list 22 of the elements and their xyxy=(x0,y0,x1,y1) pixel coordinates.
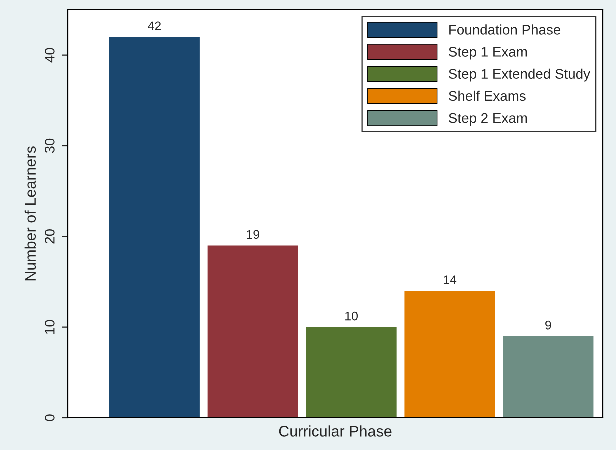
legend-label: Shelf Exams xyxy=(449,90,526,102)
y-tick-label: 30 xyxy=(45,138,55,154)
bar xyxy=(109,37,200,418)
legend-label: Step 1 Extended Study xyxy=(449,68,590,82)
y-tick-label: 20 xyxy=(45,229,55,244)
data-label: 19 xyxy=(247,230,260,240)
y-axis-title: Number of Learners xyxy=(24,146,36,281)
y-tick-label: 0 xyxy=(45,414,55,422)
data-label: 10 xyxy=(346,312,358,321)
data-label: 42 xyxy=(148,22,161,30)
y-tick-label: 40 xyxy=(45,48,55,63)
data-label: 9 xyxy=(546,320,552,330)
bar xyxy=(503,336,594,418)
data-label: 14 xyxy=(444,276,457,284)
bar xyxy=(306,327,397,418)
bar xyxy=(404,291,496,418)
bar xyxy=(208,246,298,418)
legend-label: Step 2 Exam xyxy=(449,113,528,126)
legend-label: Foundation Phase xyxy=(450,24,561,35)
legend-label: Step 1 Exam xyxy=(449,47,528,60)
y-tick-label: 10 xyxy=(45,320,55,334)
x-axis-title: Curricular Phase xyxy=(279,426,392,437)
